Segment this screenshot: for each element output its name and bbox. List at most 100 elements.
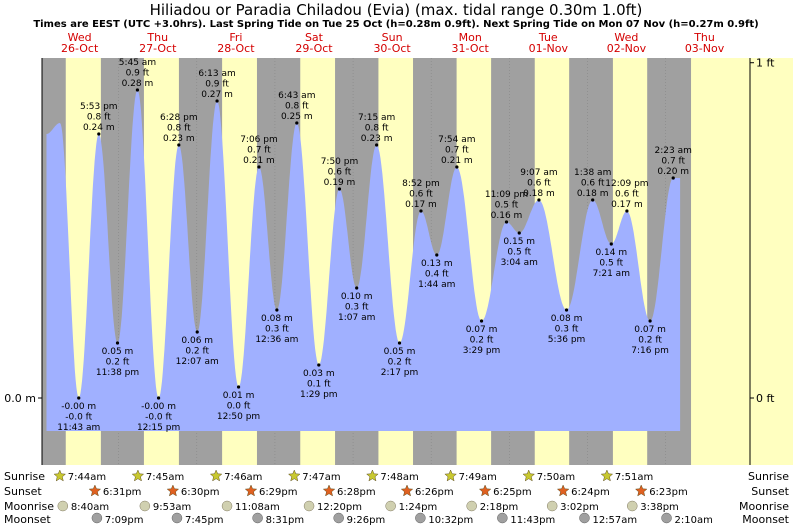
day-name: Sat <box>305 31 324 44</box>
tide-point <box>177 143 181 147</box>
tide-label: 0.19 m <box>324 178 356 188</box>
sunrise-time: 7:50am <box>537 472 575 483</box>
tide-point <box>257 165 261 169</box>
tide-label: 0.23 m <box>163 134 195 144</box>
day-date: 26-Oct <box>61 42 99 55</box>
tide-label: 0.8 ft <box>285 102 309 112</box>
tide-label: 0.23 m <box>361 134 393 144</box>
sunrise-time: 7:51am <box>615 472 653 483</box>
tide-label: 0.8 ft <box>167 124 191 134</box>
tide-point <box>317 363 321 367</box>
tide-label: 0.14 m <box>595 248 627 258</box>
day-name: Wed <box>68 31 92 44</box>
sunset-time: 6:29pm <box>259 487 298 498</box>
moonrise-icon <box>57 500 69 512</box>
tide-label: 0.05 m <box>102 347 134 357</box>
moonrise-time: 9:53am <box>153 502 191 513</box>
moonset-icon <box>415 512 426 524</box>
tide-label: 9:07 am <box>520 168 557 178</box>
moonset-time: 12:57am <box>592 515 637 525</box>
tide-label: 1:29 pm <box>300 390 338 400</box>
tide-label: 0.07 m <box>466 325 498 335</box>
day-name: Tue <box>538 31 558 44</box>
tide-label: 0.03 m <box>303 369 335 379</box>
moonset-time: 10:32pm <box>428 515 473 525</box>
tide-label: 1:07 am <box>338 313 375 323</box>
tide-label: 0.21 m <box>243 156 275 166</box>
astro-row-label-right: Moonset <box>742 513 789 525</box>
sunset-time: 6:30pm <box>181 487 220 498</box>
sunrise-icon <box>53 469 67 482</box>
tide-label: 0.2 ft <box>388 358 412 368</box>
astro-row-label-left: Moonset <box>4 513 51 525</box>
tide-point <box>625 209 629 213</box>
tide-label: 0.18 m <box>577 189 609 199</box>
tide-label: 0.3 ft <box>345 303 369 313</box>
tide-label: 0.6 ft <box>328 168 352 178</box>
tide-label: 7:16 pm <box>631 346 669 356</box>
tide-label: -0.0 ft <box>145 413 172 423</box>
tide-label: 12:07 am <box>176 357 219 367</box>
tide-point <box>609 242 613 246</box>
tide-label: -0.00 m <box>61 402 96 412</box>
moonset-time: 2:10am <box>675 515 713 525</box>
sunset-icon <box>634 484 648 497</box>
chart-title: Hiliadou or Paradia Chiladou (Evia) (max… <box>150 1 643 19</box>
tide-point <box>355 286 359 290</box>
tide-label: 12:09 pm <box>605 179 648 189</box>
day-name: Fri <box>229 31 242 44</box>
tide-label: 0.07 m <box>634 325 666 335</box>
tide-label: 0.13 m <box>421 259 453 269</box>
moonrise-time: 1:24pm <box>399 502 438 513</box>
sunrise-time: 7:49am <box>459 472 497 483</box>
sunrise-icon <box>131 469 145 482</box>
sunrise-time: 7:44am <box>68 472 106 483</box>
tide-point <box>236 385 241 389</box>
tide-label: 0.0 ft <box>227 402 251 412</box>
tide-label: 0.7 ft <box>445 146 469 156</box>
moonset-icon <box>252 512 263 524</box>
moonset-time: 7:09pm <box>105 515 144 525</box>
tide-label: 0.05 m <box>384 347 416 357</box>
axes: 0.0 m 1 ft 0 ft <box>4 57 775 465</box>
moonrise-time: 12:20pm <box>317 502 362 513</box>
tide-label: 0.18 m <box>523 189 555 199</box>
tide-label: 0.5 ft <box>599 259 623 269</box>
day-name: Thu <box>693 31 715 44</box>
tide-point <box>115 341 120 345</box>
sunset-time: 6:31pm <box>103 487 142 498</box>
tide-label: 0.6 ft <box>527 179 551 189</box>
day-date: 31-Oct <box>452 42 490 55</box>
tide-label: 0.9 ft <box>205 80 229 90</box>
moonrise-time: 11:08am <box>235 502 280 513</box>
tide-label: 0.2 ft <box>638 336 662 346</box>
tide-point <box>275 308 279 312</box>
moonrise-icon <box>466 500 477 512</box>
tide-label: 0.2 ft <box>106 358 130 368</box>
tide-point <box>591 198 595 202</box>
tide-point <box>97 132 101 136</box>
right-tick-label: 0 ft <box>756 392 775 405</box>
tide-label: 0.25 m <box>281 112 313 122</box>
moonrise-time: 3:02pm <box>560 502 599 513</box>
tide-point <box>517 231 521 235</box>
astro-row-label-right: Sunset <box>751 485 789 498</box>
tide-label: 7:15 am <box>358 113 395 123</box>
astro-row-label-left: Sunset <box>4 485 42 498</box>
day-date: 30-Oct <box>373 42 411 55</box>
tide-label: 0.9 ft <box>126 69 150 79</box>
tide-label: 0.6 ft <box>615 190 639 200</box>
tide-label: 6:13 am <box>198 69 235 79</box>
tide-label: -0.0 ft <box>65 413 92 423</box>
tide-label: 12:15 pm <box>137 423 180 433</box>
tide-label: 3:29 pm <box>463 346 501 356</box>
moonrise-time: 8:40am <box>71 502 109 513</box>
tide-point <box>375 143 379 147</box>
sunset-icon <box>556 484 570 497</box>
tide-label: 5:45 am <box>119 58 156 68</box>
sunset-icon <box>166 484 180 497</box>
tide-label: 2:17 pm <box>381 368 419 378</box>
tide-point <box>397 341 402 345</box>
